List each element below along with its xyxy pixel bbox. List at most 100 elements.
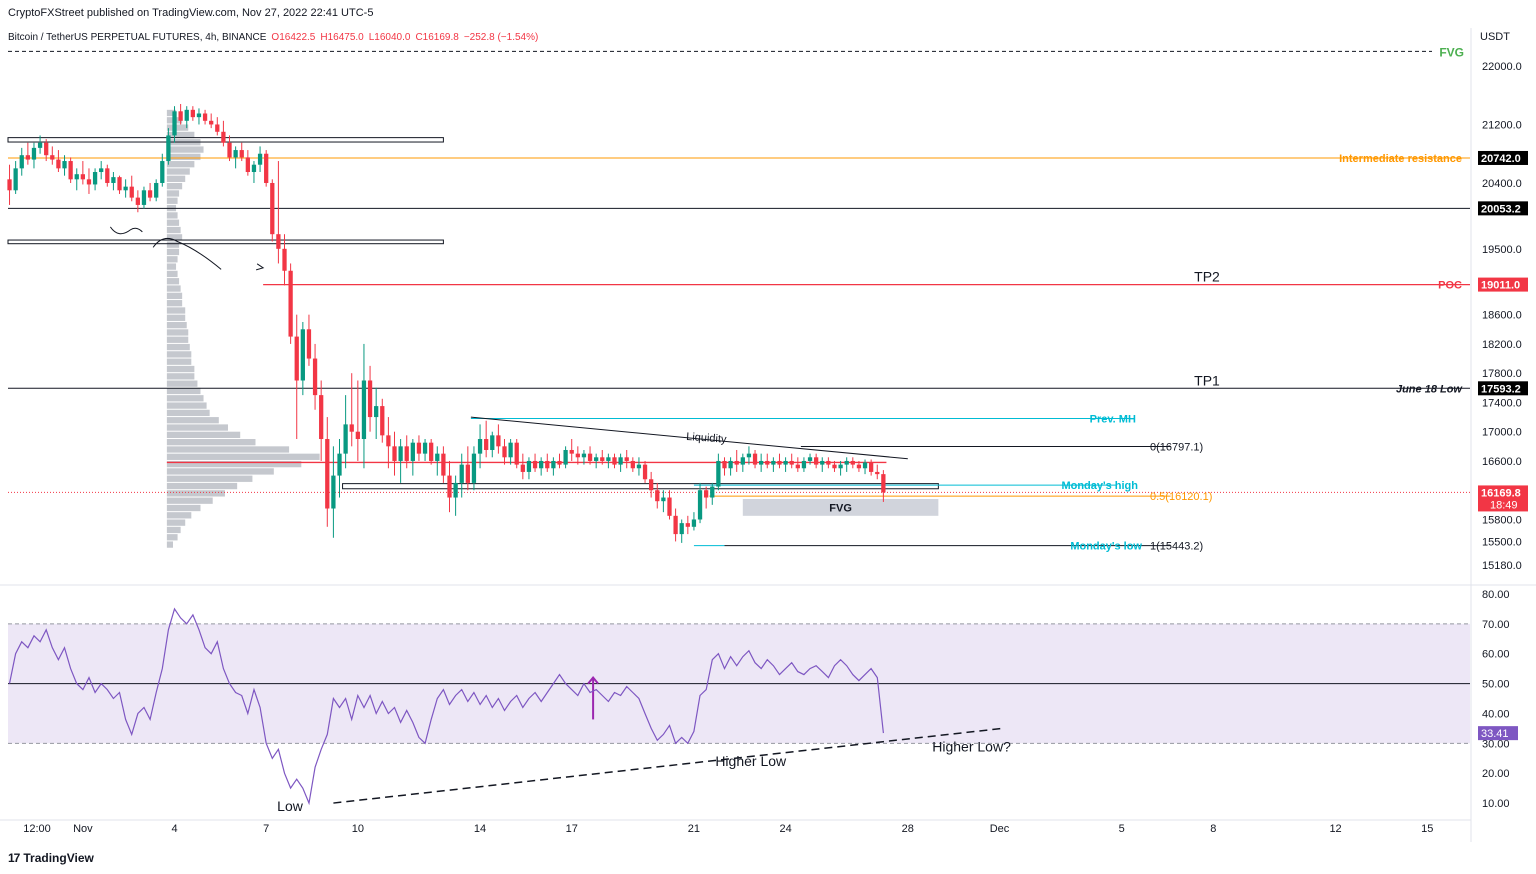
candle-body xyxy=(37,142,43,148)
candle-body xyxy=(257,153,263,165)
candle-body xyxy=(416,442,422,454)
rsi-band xyxy=(8,623,1470,744)
time-tick-label: Nov xyxy=(73,823,93,835)
candle-body xyxy=(734,460,739,465)
candle-body xyxy=(630,460,635,469)
rsi-dashed-trendline xyxy=(333,727,1003,804)
candle-body xyxy=(539,460,544,469)
ohlc-open: O16422.5 xyxy=(271,32,316,43)
price-tick-label: 18200.0 xyxy=(1482,339,1522,351)
candle-body xyxy=(380,406,385,436)
candle-body xyxy=(184,109,189,121)
axes: 15180.0 15500.0 15800.0 16600.0 17000.0 17400… xyxy=(23,31,1528,835)
candle-body xyxy=(832,464,837,469)
candle-body xyxy=(154,182,159,198)
volume-profile-bar xyxy=(166,124,189,131)
time-tick-label: 10 xyxy=(352,823,364,835)
liquidity-trendline xyxy=(470,416,908,460)
volume-profile-bar xyxy=(166,278,180,285)
rsi-annotation: Higher Low xyxy=(715,753,787,769)
candle-body xyxy=(484,439,489,450)
candle-body xyxy=(92,172,98,185)
candle-body xyxy=(789,460,794,465)
candle-body xyxy=(166,135,171,162)
candle-body xyxy=(422,442,428,454)
volume-profile-bar xyxy=(166,431,241,439)
candle-body xyxy=(838,464,843,469)
volume-profile-bar xyxy=(166,175,186,182)
price-tick-label: 20400.0 xyxy=(1482,178,1522,190)
candle-body xyxy=(160,161,165,183)
candle-body xyxy=(117,177,122,191)
ohlc-low: L16040.0 xyxy=(368,32,411,43)
volume-profile-bar xyxy=(166,321,187,329)
volume-profile-bar xyxy=(166,504,201,512)
candle-body xyxy=(777,460,782,465)
top-fvg-label: FVG xyxy=(1439,45,1464,59)
candle-body xyxy=(233,150,238,158)
price-label-box xyxy=(1478,150,1528,165)
candle-body xyxy=(178,111,183,121)
rsi-tick-label: 30.00 xyxy=(1482,738,1510,750)
candle-body xyxy=(502,446,507,458)
candle-body xyxy=(740,457,745,465)
candle-body xyxy=(410,442,415,461)
level-label: Monday's low xyxy=(1070,541,1142,553)
rsi-annotation: Higher Low? xyxy=(932,738,1011,754)
candle-body xyxy=(147,190,153,198)
candle-body xyxy=(349,424,354,432)
candle-body xyxy=(728,460,733,469)
candle-body xyxy=(490,435,495,450)
price-tick-label: 17000.0 xyxy=(1482,427,1522,439)
time-tick-label: 7 xyxy=(263,823,269,835)
rsi-tick-label: 10.00 xyxy=(1482,798,1510,810)
candle-body xyxy=(594,457,599,461)
time-tick-label: 4 xyxy=(171,823,177,835)
time-tick-label: 24 xyxy=(779,823,791,835)
fvg-zone xyxy=(742,498,939,516)
volume-profile-bar xyxy=(166,182,183,190)
candle-body xyxy=(685,523,690,527)
candle-body xyxy=(215,124,220,132)
price-label-countdown: 18:49 xyxy=(1490,499,1518,511)
volume-profile-bar xyxy=(166,329,189,336)
candle-body xyxy=(245,157,250,173)
candle-body xyxy=(44,142,49,156)
volume-profile-bar xyxy=(166,365,195,373)
tradingview-footer[interactable]: 17 TradingView xyxy=(8,851,94,865)
candle-body xyxy=(661,497,666,502)
price-tick-label: 16600.0 xyxy=(1482,456,1522,468)
volume-profile-bar xyxy=(166,541,173,548)
candle-body xyxy=(62,161,67,169)
time-tick-label: 17 xyxy=(566,823,578,835)
volume-profile-bar xyxy=(166,468,274,475)
level-label: POC xyxy=(1438,280,1462,292)
rsi-tick-label: 80.00 xyxy=(1482,589,1510,601)
candle-body xyxy=(569,449,574,454)
volume-profile-bar xyxy=(166,439,256,446)
candle-body xyxy=(850,460,855,465)
candle-body xyxy=(361,380,367,440)
support-box-lower xyxy=(342,483,939,490)
currency-label: USDT xyxy=(1480,31,1510,43)
candle-body xyxy=(471,453,477,483)
candle-body xyxy=(13,168,18,191)
volume-profile-bar xyxy=(166,343,190,351)
rsi-series xyxy=(8,607,884,806)
candle-body xyxy=(251,164,257,173)
time-tick-label: 21 xyxy=(688,823,700,835)
volume-profile-bar xyxy=(166,168,190,175)
time-tick-label: 12:00 xyxy=(23,823,51,835)
candle-body xyxy=(655,490,660,502)
time-tick-label: 8 xyxy=(1210,823,1216,835)
rsi-line xyxy=(8,607,884,806)
volume-profile-bar xyxy=(166,212,178,219)
volume-profile-bar xyxy=(166,387,201,395)
price-label-value: 16169.8 xyxy=(1481,487,1521,499)
candle-body xyxy=(86,179,92,185)
candle-body xyxy=(820,460,825,465)
candle-body xyxy=(319,395,324,440)
volume-profile-bar xyxy=(166,109,177,117)
ohlc-high: H16475.0 xyxy=(320,32,364,43)
